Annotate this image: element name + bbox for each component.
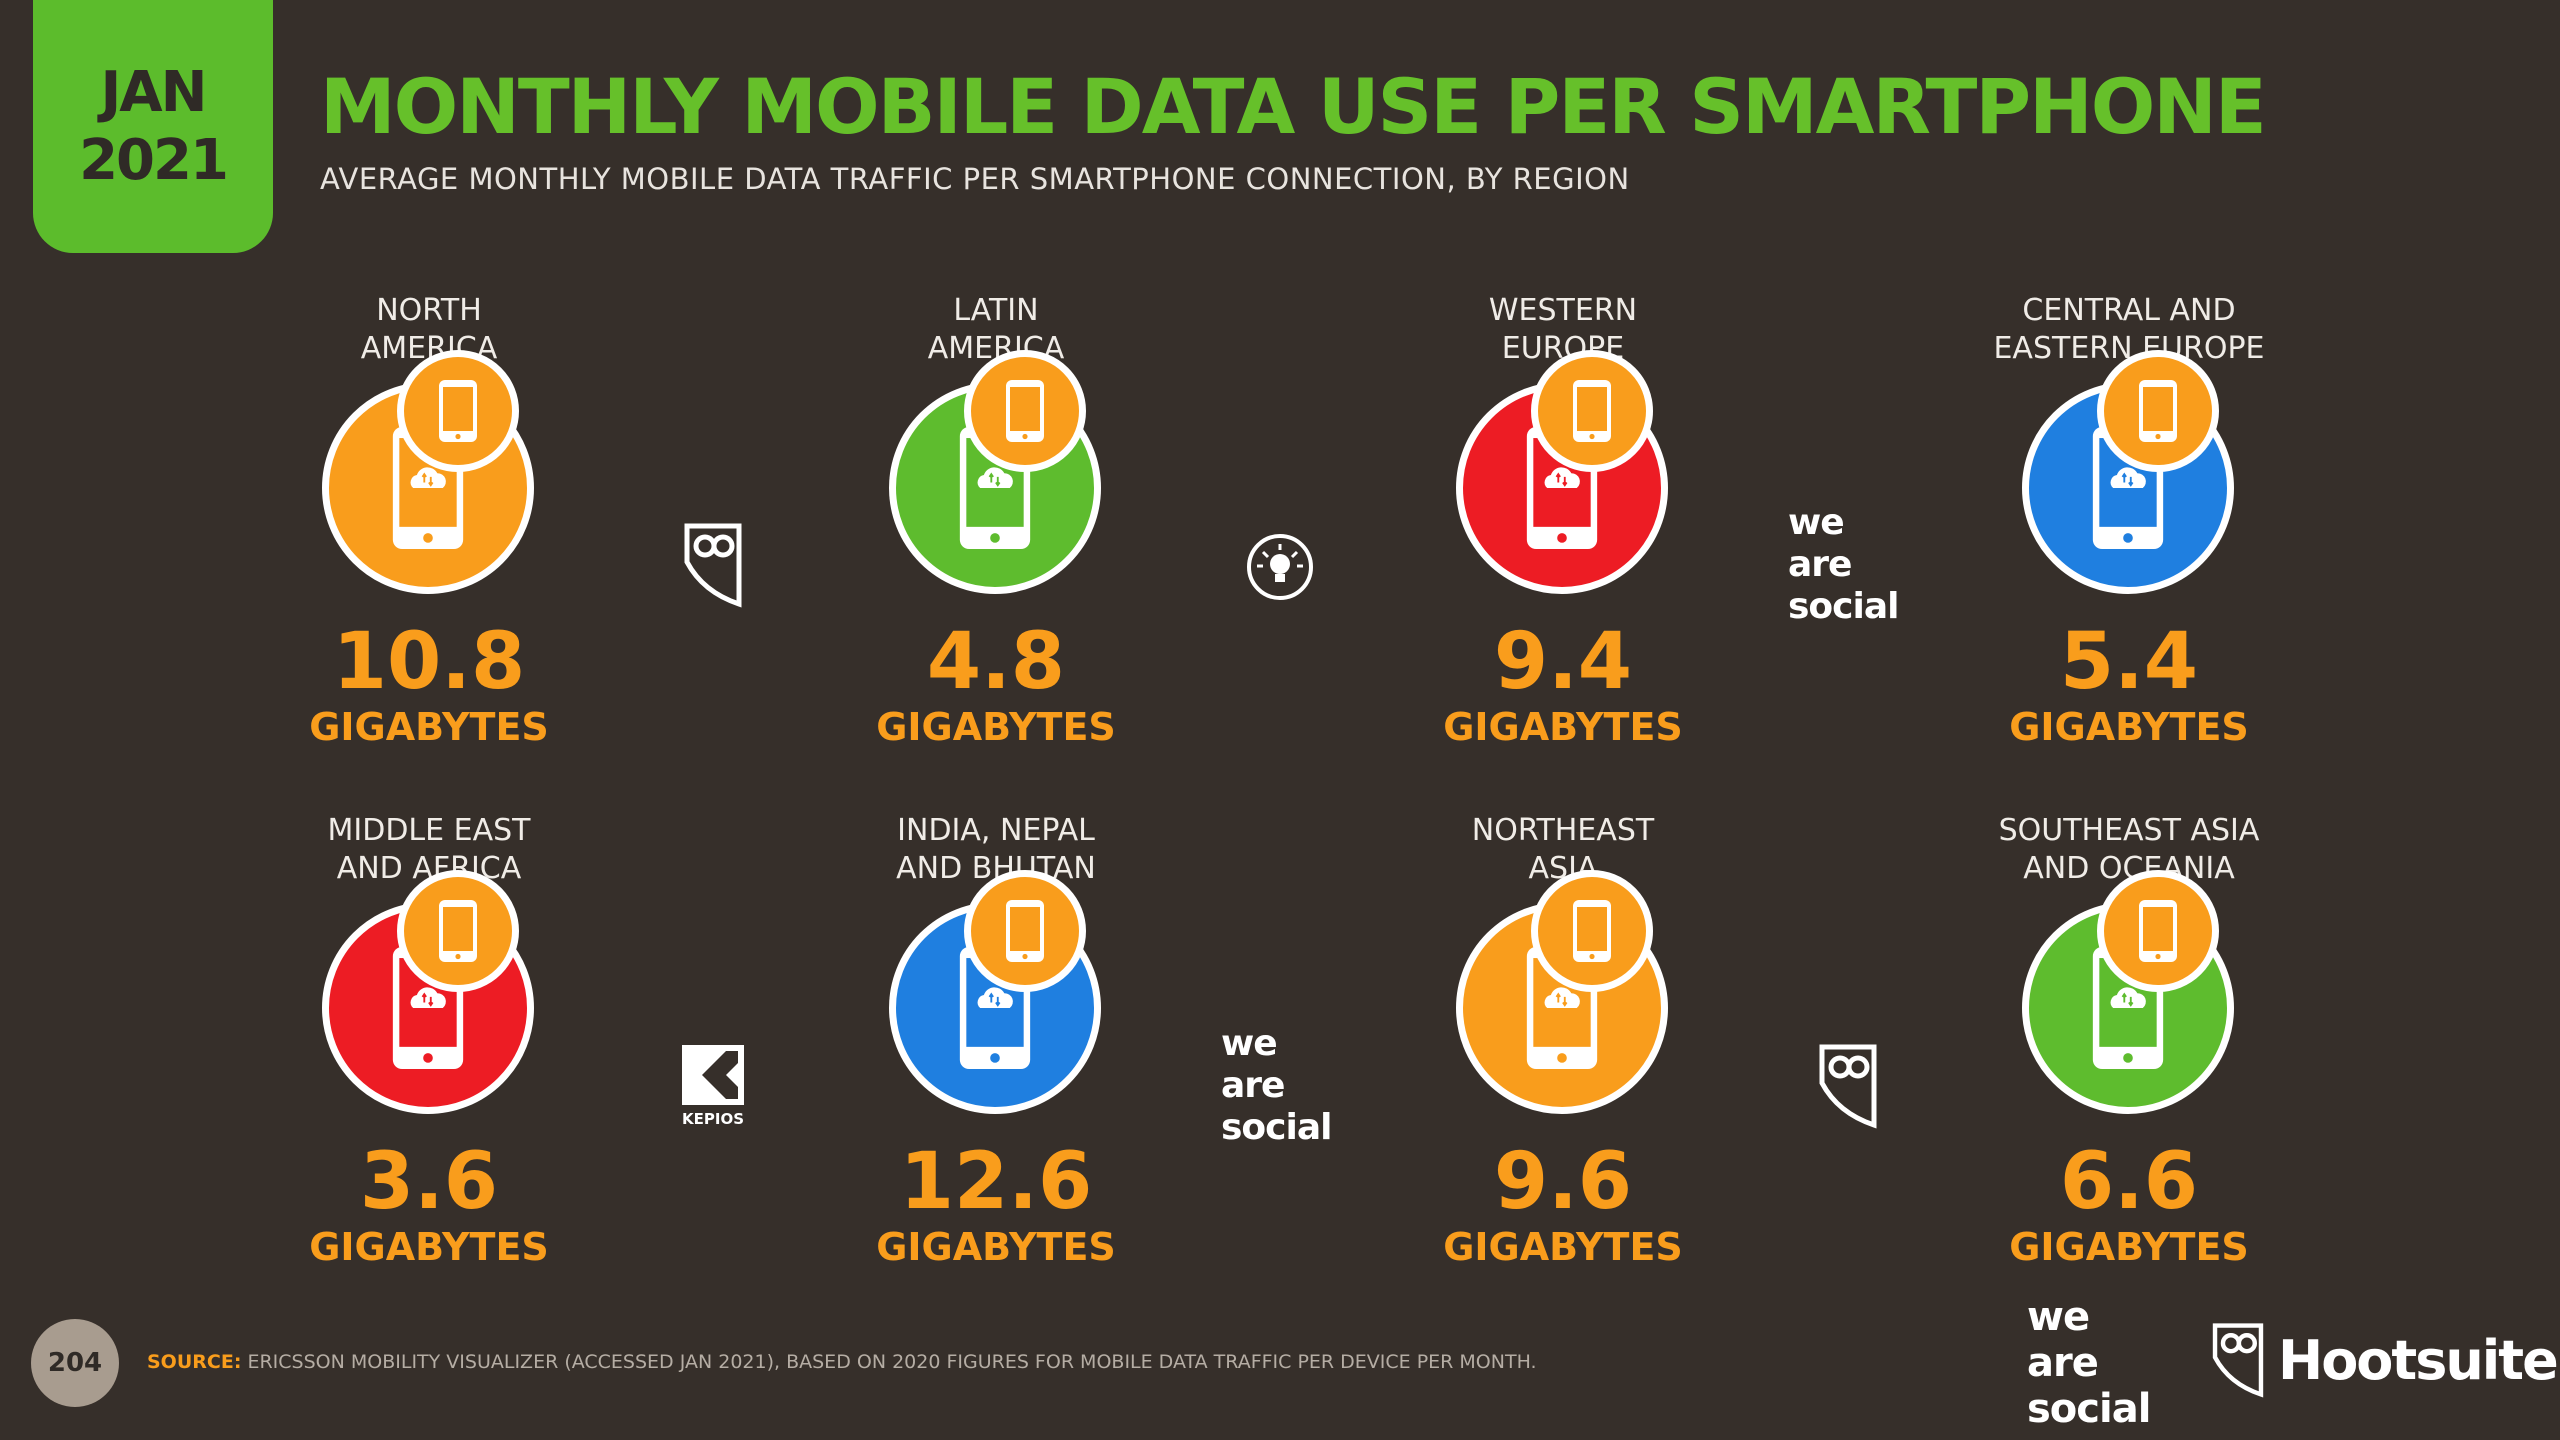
page-title: MONTHLY MOBILE DATA USE PER SMARTPHONE — [320, 62, 2267, 151]
hootsuite-owl-icon — [683, 522, 743, 612]
data-value: 6.6 — [2059, 1137, 2199, 1227]
smartphone-data-icon — [1313, 870, 1813, 1138]
small-phone-icon — [2097, 870, 2219, 992]
data-unit: GIGABYTES — [876, 1225, 1116, 1269]
small-phone-icon — [397, 870, 519, 992]
region-card: WESTERN EUROPE 9.4 GIGABYTES — [1313, 292, 1813, 750]
data-value: 4.8 — [926, 617, 1066, 707]
small-phone-icon — [1531, 350, 1653, 472]
small-phone-icon — [397, 350, 519, 472]
smartphone-data-icon — [746, 870, 1246, 1138]
region-card: SOUTHEAST ASIA AND OCEANIA 6.6 GIGABYTES — [1879, 812, 2379, 1270]
source-note: SOURCE: ERICSSON MOBILITY VISUALIZER (AC… — [147, 1351, 1537, 1373]
small-phone-icon — [2097, 350, 2219, 472]
lightbulb-icon — [1245, 532, 1315, 606]
region-label: NORTH AMERICA — [360, 293, 498, 366]
data-unit: GIGABYTES — [876, 705, 1116, 749]
data-unit: GIGABYTES — [2009, 1225, 2249, 1269]
region-label: NORTHEAST ASIA — [1471, 813, 1655, 886]
date-badge: JAN 2021 — [33, 0, 273, 253]
data-unit: GIGABYTES — [1443, 705, 1683, 749]
hootsuite-owl-icon — [1818, 1043, 1878, 1133]
data-unit: GIGABYTES — [2009, 705, 2249, 749]
date-year: 2021 — [79, 127, 229, 193]
smartphone-data-icon — [1879, 350, 2379, 618]
data-unit: GIGABYTES — [1443, 1225, 1683, 1269]
data-value: 12.6 — [899, 1137, 1093, 1227]
data-value: 9.4 — [1493, 617, 1633, 707]
data-unit: GIGABYTES — [309, 1225, 549, 1269]
page-subtitle: AVERAGE MONTHLY MOBILE DATA TRAFFIC PER … — [320, 162, 1630, 196]
page-number: 204 — [31, 1319, 119, 1407]
kepios-logo: KEPIOS — [682, 1045, 744, 1129]
region-card: NORTH AMERICA 10.8 GIGABYTES — [179, 292, 679, 750]
region-label: SOUTHEAST ASIA AND OCEANIA — [1998, 813, 2260, 886]
smartphone-data-icon — [1313, 350, 1813, 618]
we-are-social-logo: we are social — [1221, 1023, 1332, 1148]
hootsuite-logo: Hootsuite — [2210, 1322, 2559, 1398]
region-card: MIDDLE EAST AND AFRICA 3.6 GIGABYTES — [179, 812, 679, 1270]
region-card: LATIN AMERICA 4.8 GIGABYTES — [746, 292, 1246, 750]
data-value: 5.4 — [2059, 617, 2199, 707]
we-are-social-logo: we are social — [1788, 502, 1899, 627]
region-card: CENTRAL AND EASTERN EUROPE 5.4 GIGABYTES — [1879, 292, 2379, 750]
small-phone-icon — [1531, 870, 1653, 992]
smartphone-data-icon — [746, 350, 1246, 618]
data-value: 3.6 — [359, 1137, 499, 1227]
smartphone-data-icon — [179, 870, 679, 1138]
date-month: JAN — [100, 59, 207, 125]
smartphone-data-icon — [1879, 870, 2379, 1138]
small-phone-icon — [964, 870, 1086, 992]
data-value: 10.8 — [332, 617, 526, 707]
smartphone-data-icon — [179, 350, 679, 618]
we-are-social-logo: we are social — [2027, 1294, 2151, 1432]
region-card: INDIA, NEPAL AND BHUTAN 12.6 GIGABYTES — [746, 812, 1246, 1270]
small-phone-icon — [964, 350, 1086, 472]
data-value: 9.6 — [1493, 1137, 1633, 1227]
region-card: NORTHEAST ASIA 9.6 GIGABYTES — [1313, 812, 1813, 1270]
data-unit: GIGABYTES — [309, 705, 549, 749]
